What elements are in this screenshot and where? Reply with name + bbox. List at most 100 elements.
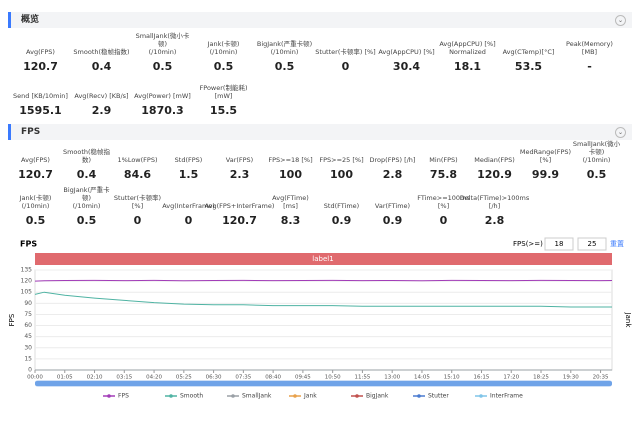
metric: Peak(Memory) [MB] -: [559, 38, 620, 73]
metric: Std(FTime) 0.9: [316, 192, 367, 227]
metric-value: 100: [330, 168, 353, 181]
metric: Drop(FPS) [/h] 2.8: [367, 146, 418, 181]
metric: Avg(FPS) 120.7: [10, 38, 71, 73]
collapse-toggle[interactable]: ⌄: [615, 15, 626, 26]
metric-value: 0.5: [586, 168, 607, 181]
metric-value: 30.4: [392, 60, 421, 73]
chart: FPS FPS(>=) 18 25 重置 label1 FPS Jank 0 15…: [8, 237, 632, 400]
metric: Avg(CTemp)[°C] 53.5: [498, 38, 559, 73]
metric-value: 0.4: [76, 168, 97, 181]
metric-label: SmallJank(微小卡顿) (/10min): [572, 140, 621, 164]
metric-value: 0: [184, 214, 193, 227]
y-tick-label: 75: [24, 311, 32, 318]
metric-value: 0: [439, 214, 448, 227]
y-tick-label: 60: [24, 322, 32, 329]
metric-value: 0: [341, 60, 350, 73]
y2-axis-label: Jank: [624, 312, 632, 329]
metric: Avg(Power) [mW] 1870.3: [132, 82, 193, 117]
x-tick-label: 17:20: [503, 375, 519, 381]
y-tick-label: 90: [24, 300, 32, 307]
legend-label: BigJank: [366, 393, 389, 400]
legend-label: Smooth: [180, 393, 203, 400]
metric-label: Smooth(稳帧指数): [73, 48, 130, 56]
metric-label: BigJank(严重卡顿) (/10min): [256, 40, 313, 56]
y-tick-label: 45: [24, 333, 32, 340]
metric: SmallJank(微小卡顿) (/10min) 0.5: [132, 32, 193, 73]
metric-label: FPS>=18 [%]: [268, 156, 313, 164]
filter-input[interactable]: [577, 237, 607, 251]
filter-input[interactable]: [544, 237, 574, 251]
section-header[interactable]: FPS ⌄: [8, 124, 632, 140]
series-line: [34, 291, 612, 308]
metric-value: 75.8: [429, 168, 458, 181]
label-band-text: label1: [312, 255, 333, 263]
section-title: FPS: [21, 127, 41, 137]
legend-swatch-dot: [293, 394, 297, 398]
metric: Std(FPS) 1.5: [163, 146, 214, 181]
metric-value: 0: [133, 214, 142, 227]
metric: Avg(AppCPU) [%] Normalized 18.1: [437, 38, 498, 73]
metric-value: 100: [279, 168, 302, 181]
reset-button[interactable]: 重置: [610, 240, 624, 248]
x-tick-label: 01:05: [57, 375, 73, 381]
legend-swatch-dot: [231, 394, 235, 398]
metric-label: Avg(FPS): [26, 48, 55, 56]
x-tick-label: 14:05: [414, 375, 430, 381]
metric-value: 120.7: [18, 168, 53, 181]
collapse-toggle[interactable]: ⌄: [615, 127, 626, 138]
metric-value: 2.8: [484, 214, 505, 227]
filter-value: 25: [588, 240, 597, 248]
metric-label: FPS>=25 [%]: [319, 156, 364, 164]
metric-label: Var(FTime): [374, 202, 411, 210]
section-title: 概览: [21, 15, 40, 25]
metric-value: 2.8: [382, 168, 403, 181]
legend-label: InterFrame: [490, 393, 523, 400]
metric-value: 120.7: [222, 214, 257, 227]
metric: Var(FPS) 2.3: [214, 146, 265, 181]
legend-swatch-dot: [417, 394, 421, 398]
x-tick-label: 16:15: [474, 375, 490, 381]
metric: FPS>=18 [%] 100: [265, 146, 316, 181]
metric-label: Std(FPS): [174, 156, 203, 164]
metric-value: 15.5: [209, 104, 238, 117]
x-tick-label: 10:50: [325, 375, 341, 381]
metric-label: Send [KB/10min]: [13, 92, 68, 100]
x-tick-label: 02:10: [87, 375, 103, 381]
chart-title: FPS: [20, 240, 37, 249]
metric: FTime>=100ms [%] 0: [417, 192, 470, 227]
y-axis-label: FPS: [8, 313, 16, 326]
section-header[interactable]: 概览 ⌄: [8, 12, 632, 28]
metric-label: Drop(FPS) [/h]: [369, 156, 416, 164]
metric-label: Peak(Memory) [MB]: [566, 40, 613, 56]
metric: Jank(卡顿) (/10min) 0.5: [193, 38, 254, 73]
metric: Avg(FPS) 120.7: [10, 146, 61, 181]
metric: Avg(AppCPU) [%] 30.4: [376, 38, 437, 73]
metric: 1%Low(FPS) 84.6: [112, 146, 163, 181]
x-tick-label: 08:40: [265, 375, 281, 381]
metric: Var(FTime) 0.9: [367, 192, 418, 227]
metric-label: Avg(Power) [mW]: [134, 92, 191, 100]
metric: Smooth(稳帧指数) 0.4: [71, 38, 132, 73]
metric-value: 2.3: [229, 168, 250, 181]
metric-label: Avg(FTime) [ms]: [272, 194, 309, 210]
metric-label: Avg(FPS): [21, 156, 50, 164]
x-tick-label: 06:30: [206, 375, 222, 381]
scrollbar-thumb[interactable]: [35, 381, 612, 386]
metric-label: Avg(AppCPU) [%] Normalized: [439, 40, 496, 56]
metric-value: 0.5: [274, 60, 295, 73]
x-tick-label: 07:35: [235, 375, 251, 381]
x-tick-label: 19:30: [563, 375, 579, 381]
metric: BigJank(严重卡顿) (/10min) 0.5: [61, 186, 112, 227]
x-tick-label: 05:25: [176, 375, 192, 381]
legend-swatch-dot: [355, 394, 359, 398]
metric-label: Avg(AppCPU) [%]: [378, 48, 435, 56]
metric: Median(FPS) 120.9: [469, 146, 520, 181]
metric: MedRange(FPS)[%] 99.9: [520, 146, 571, 181]
metric-value: 0.5: [152, 60, 173, 73]
y-tick-label: 0: [28, 367, 32, 374]
metric-label: Delta(FTime)>100ms [/h]: [459, 194, 530, 210]
y-tick-label: 15: [24, 355, 32, 362]
legend-swatch-dot: [169, 394, 173, 398]
y-tick-label: 120: [21, 278, 33, 285]
metric-value: 1.5: [178, 168, 199, 181]
